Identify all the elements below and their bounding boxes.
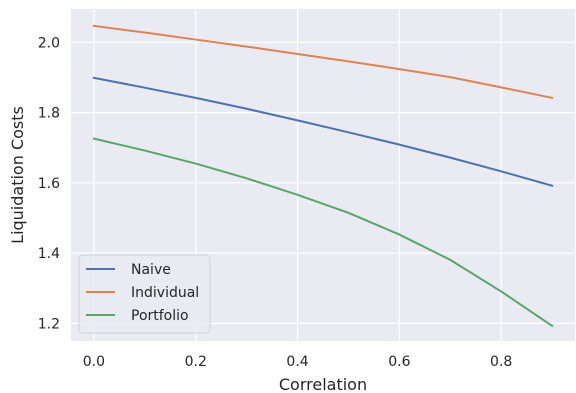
x-axis-label: Correlation — [279, 375, 367, 393]
x-tick-label: 0.0 — [83, 354, 105, 370]
y-tick-label: 2.0 — [38, 35, 60, 51]
legend-label: Portfolio — [131, 308, 189, 324]
y-tick-label: 1.4 — [38, 246, 60, 262]
series-line-naive — [92, 76, 554, 187]
y-tick-label: 1.2 — [38, 316, 60, 332]
x-tick-label: 0.4 — [286, 354, 308, 370]
series-line-portfolio — [92, 137, 554, 328]
x-tick-label: 0.6 — [388, 354, 410, 370]
legend-label: Naive — [131, 262, 171, 278]
series-line-individual — [92, 24, 554, 100]
y-tick-labels: 1.2 1.4 1.6 1.8 2.0 — [38, 35, 60, 332]
x-tick-label: 0.2 — [185, 354, 207, 370]
y-axis-label: Liquidation Costs — [8, 106, 27, 244]
grid — [71, 9, 575, 341]
x-tick-label: 0.8 — [490, 354, 512, 370]
y-tick-label: 1.8 — [38, 106, 60, 122]
legend: Naive Individual Portfolio — [78, 254, 211, 334]
series-lines — [92, 24, 554, 328]
legend-label: Individual — [131, 285, 199, 301]
y-tick-label: 1.6 — [38, 176, 60, 192]
legend-box — [78, 254, 211, 334]
x-tick-labels: 0.0 0.2 0.4 0.6 0.8 — [83, 354, 513, 370]
